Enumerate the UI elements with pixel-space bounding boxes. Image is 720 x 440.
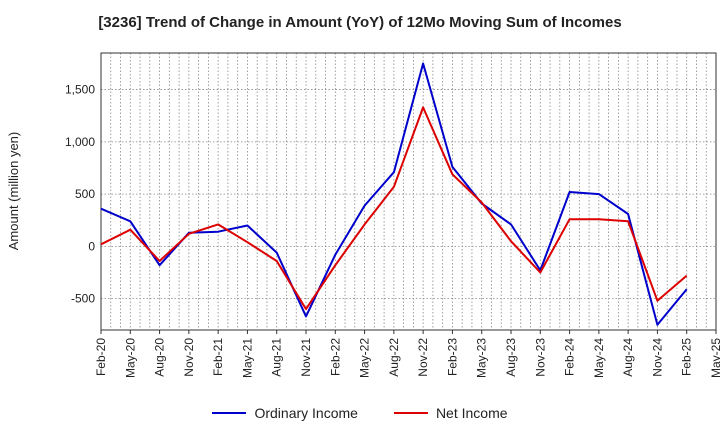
x-tick-label: May-25 <box>709 338 720 378</box>
legend-item: Net Income <box>393 405 508 421</box>
x-tick-label: Feb-22 <box>328 338 342 376</box>
chart-title: [3236] Trend of Change in Amount (YoY) o… <box>98 14 622 31</box>
y-tick-label: 500 <box>75 187 95 201</box>
x-tick-label: Feb-23 <box>445 338 459 376</box>
x-tick-label: Aug-20 <box>153 338 167 377</box>
y-tick-label: 1,500 <box>65 83 95 97</box>
x-tick-label: Feb-21 <box>211 338 225 376</box>
legend-swatch <box>212 412 247 414</box>
y-axis-label: Amount (million yen) <box>6 132 21 251</box>
x-tick-label: Aug-24 <box>621 338 635 377</box>
x-tick-label: May-22 <box>358 338 372 378</box>
x-tick-label: Aug-21 <box>270 338 284 377</box>
x-tick-label: May-21 <box>240 338 254 378</box>
series-line-net-income <box>100 106 688 311</box>
y-tick-label: 0 <box>88 239 95 253</box>
x-tick-label: Feb-24 <box>563 338 577 376</box>
grid-layer <box>101 53 716 330</box>
plot-frame <box>100 52 717 331</box>
legend: Ordinary Income Net Income <box>0 405 720 421</box>
x-tick-label: Aug-22 <box>387 338 401 377</box>
legend-label: Ordinary Income <box>254 405 358 421</box>
legend-item: Ordinary Income <box>212 405 358 421</box>
x-tick-label: Nov-24 <box>650 338 664 377</box>
series-line-ordinary-income <box>100 62 688 326</box>
x-tick-label: Aug-23 <box>504 338 518 377</box>
legend-label: Net Income <box>435 405 508 421</box>
x-tick-label: Feb-20 <box>94 338 108 376</box>
x-tick-label: Nov-23 <box>533 338 547 377</box>
x-tick-label: Nov-22 <box>416 338 430 377</box>
x-tick-label: Nov-20 <box>182 338 196 377</box>
x-tick-label: May-20 <box>123 338 137 378</box>
series-layer <box>100 62 688 326</box>
y-tick-label: 1,000 <box>65 135 95 149</box>
legend-swatch <box>393 412 428 414</box>
x-tick-label: Feb-25 <box>680 338 694 376</box>
x-tick-label: May-24 <box>592 338 606 378</box>
axis-layer: -500 0 500 1,000 1,500 Feb-20 May-20 Aug-20 Nov-… <box>65 52 720 378</box>
x-tick-label: Nov-21 <box>299 338 313 377</box>
y-tick-label: -500 <box>71 292 95 306</box>
x-tick-label: May-23 <box>475 338 489 378</box>
